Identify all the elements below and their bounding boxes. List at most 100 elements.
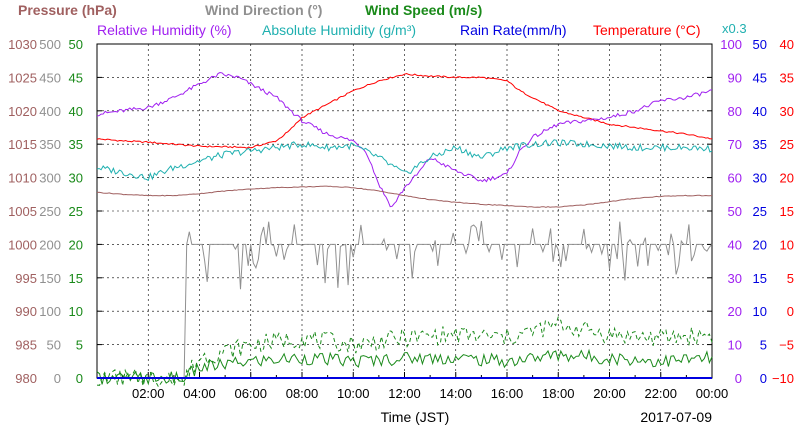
rain_rate-tick-label: 15 [753, 271, 767, 286]
wind_speed-tick-label: 30 [69, 171, 83, 186]
pressure-tick-label: 1015 [8, 137, 37, 152]
legend-row2-entry: Rain Rate(mm/h) [460, 22, 567, 38]
rain_rate-tick-label: 10 [753, 304, 767, 319]
pressure-tick-label: 990 [15, 304, 37, 319]
x-tick-label: 06:00 [234, 386, 267, 401]
wind_speed-tick-label: 45 [69, 70, 83, 85]
rain_rate-tick-label: 25 [753, 204, 767, 219]
x-tick-label: 00:00 [696, 386, 729, 401]
series-relative-humidity [96, 71, 713, 208]
rain_rate-tick-label: 45 [753, 70, 767, 85]
right-axes: 1009080706050403020100504540353025201510… [720, 37, 794, 386]
wind_direction-tick-label: 100 [39, 304, 61, 319]
wind_direction-tick-label: 150 [39, 271, 61, 286]
rain_rate-tick-label: 5 [760, 338, 767, 353]
wind_direction-tick-label: 0 [54, 371, 61, 386]
rain_rate-tick-label: 20 [753, 237, 767, 252]
date-label: 2017-07-09 [640, 409, 712, 425]
temperature-tick-label: 35 [780, 70, 794, 85]
temperature-tick-label: 10 [780, 237, 794, 252]
x-tick-label: 22:00 [644, 386, 677, 401]
wind_direction-tick-label: 300 [39, 171, 61, 186]
wind_speed-tick-label: 25 [69, 204, 83, 219]
relative_humidity-tick-label: 60 [728, 171, 742, 186]
wind_speed-tick-label: 0 [76, 371, 83, 386]
temperature-tick-label: 15 [780, 204, 794, 219]
x-tick-label: 14:00 [439, 386, 472, 401]
wind_speed-tick-label: 20 [69, 237, 83, 252]
relative_humidity-tick-label: 0 [735, 371, 742, 386]
x-tick-label: 04:00 [183, 386, 216, 401]
series-absolute-humidity [96, 139, 713, 182]
wind_direction-tick-label: 250 [39, 204, 61, 219]
legend-row1-entry: Wind Speed (m/s) [365, 2, 482, 18]
rain_rate-tick-label: 40 [753, 104, 767, 119]
x-axis: 02:00 04:00 06:00 08:00 10:00 12:00 14:00 16:00… [132, 386, 728, 425]
rain_rate-tick-label: 50 [753, 37, 767, 52]
x-axis-title: Time (JST) [381, 409, 450, 425]
wind_direction-tick-label: 50 [47, 338, 61, 353]
wind_speed-tick-label: 35 [69, 137, 83, 152]
temperature-tick-label: −5 [779, 338, 794, 353]
pressure-tick-label: 1005 [8, 204, 37, 219]
pressure-tick-label: 985 [15, 338, 37, 353]
temperature-tick-label: 20 [780, 171, 794, 186]
wind_speed-tick-label: 10 [69, 304, 83, 319]
wind_direction-tick-label: 400 [39, 104, 61, 119]
series-pressure [96, 185, 713, 208]
x-tick-label: 16:00 [491, 386, 524, 401]
temperature-tick-label: 25 [780, 137, 794, 152]
x-tick-label: 10:00 [337, 386, 370, 401]
rain_rate-tick-label: 30 [753, 171, 767, 186]
x-tick-label: 08:00 [286, 386, 319, 401]
left-axes: 1030102510201015101010051000995990985980… [8, 37, 83, 386]
wind_direction-tick-label: 500 [39, 37, 61, 52]
relative_humidity-tick-label: 50 [728, 204, 742, 219]
series-wind-speed [96, 348, 713, 386]
x-tick-label: 02:00 [132, 386, 165, 401]
wind_direction-tick-label: 450 [39, 70, 61, 85]
pressure-tick-label: 995 [15, 271, 37, 286]
legend-row1-entry: Wind Direction (°) [205, 2, 322, 18]
legend: Pressure (hPa) Wind Direction (°) Wind Spe… [18, 2, 747, 38]
wind_speed-tick-label: 40 [69, 104, 83, 119]
series-wind-speed-gust- [96, 316, 713, 388]
x-tick-label: 18:00 [542, 386, 575, 401]
wind_direction-tick-label: 350 [39, 137, 61, 152]
relative_humidity-tick-label: 30 [728, 271, 742, 286]
pressure-tick-label: 1030 [8, 37, 37, 52]
wind_direction-tick-label: 200 [39, 237, 61, 252]
relative_humidity-tick-label: 80 [728, 104, 742, 119]
temperature-tick-label: 5 [787, 271, 794, 286]
relative_humidity-tick-label: 100 [720, 37, 742, 52]
temperature-tick-label: 30 [780, 104, 794, 119]
wind_speed-tick-label: 50 [69, 37, 83, 52]
pressure-tick-label: 1010 [8, 171, 37, 186]
relative_humidity-tick-label: 10 [728, 338, 742, 353]
series-layer [96, 71, 713, 388]
pressure-tick-label: 1020 [8, 104, 37, 119]
relative_humidity-tick-label: 20 [728, 304, 742, 319]
x-tick-label: 12:00 [388, 386, 421, 401]
pressure-tick-label: 980 [15, 371, 37, 386]
wind_speed-tick-label: 15 [69, 271, 83, 286]
series-wind-direction [183, 220, 713, 379]
legend-row1-entry: Pressure (hPa) [18, 2, 117, 18]
pressure-tick-label: 1000 [8, 237, 37, 252]
series-temperature [96, 72, 713, 149]
pressure-tick-label: 1025 [8, 70, 37, 85]
temperature-tick-label: 40 [780, 37, 794, 52]
legend-row2-entry: Absolute Humidity (g/m³) [262, 22, 416, 38]
wind_speed-tick-label: 5 [76, 338, 83, 353]
x-tick-label: 20:00 [593, 386, 626, 401]
abs-humidity-scale-note: x0.3 [722, 21, 747, 36]
relative_humidity-tick-label: 70 [728, 137, 742, 152]
temperature-tick-label: 0 [787, 304, 794, 319]
temperature-tick-label: −10 [772, 371, 794, 386]
relative_humidity-tick-label: 40 [728, 237, 742, 252]
rain_rate-tick-label: 35 [753, 137, 767, 152]
legend-row2-entry: Relative Humidity (%) [97, 22, 232, 38]
rain_rate-tick-label: 0 [760, 371, 767, 386]
